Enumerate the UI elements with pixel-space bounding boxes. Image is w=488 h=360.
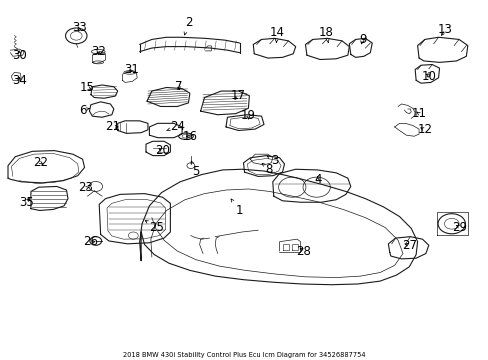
Text: 5: 5 [191,161,199,177]
Text: 2018 BMW 430i Stability Control Plus Ecu Icm Diagram for 34526887754: 2018 BMW 430i Stability Control Plus Ecu… [123,351,365,357]
Text: 24: 24 [166,121,184,134]
Text: 23: 23 [79,181,93,194]
Text: 21: 21 [105,121,120,134]
Text: 14: 14 [269,27,285,42]
Text: 15: 15 [80,81,95,94]
Text: 25: 25 [145,221,164,234]
Text: 27: 27 [401,239,416,252]
Text: 2: 2 [183,16,192,35]
Text: 11: 11 [411,107,426,120]
Text: 12: 12 [417,123,431,136]
Text: 35: 35 [19,196,33,209]
Text: 16: 16 [182,130,197,143]
Text: 8: 8 [262,163,272,176]
Text: 29: 29 [451,221,467,234]
Text: 28: 28 [296,244,311,257]
Text: 9: 9 [358,33,366,46]
Text: 1: 1 [231,199,243,217]
Text: 7: 7 [175,80,182,93]
Text: 20: 20 [155,144,170,157]
Text: 10: 10 [421,69,435,82]
Text: 19: 19 [241,109,255,122]
Text: 17: 17 [231,89,245,102]
Text: 13: 13 [437,23,452,36]
Text: 26: 26 [83,235,98,248]
Text: 32: 32 [91,45,105,58]
Text: 31: 31 [123,63,139,76]
Text: 6: 6 [79,104,89,117]
Text: 30: 30 [12,49,26,62]
Text: 34: 34 [12,74,27,87]
Text: 18: 18 [318,27,333,42]
Text: 22: 22 [33,156,48,169]
Text: 3: 3 [266,154,278,167]
Text: 4: 4 [313,173,321,186]
Text: 33: 33 [72,21,87,34]
